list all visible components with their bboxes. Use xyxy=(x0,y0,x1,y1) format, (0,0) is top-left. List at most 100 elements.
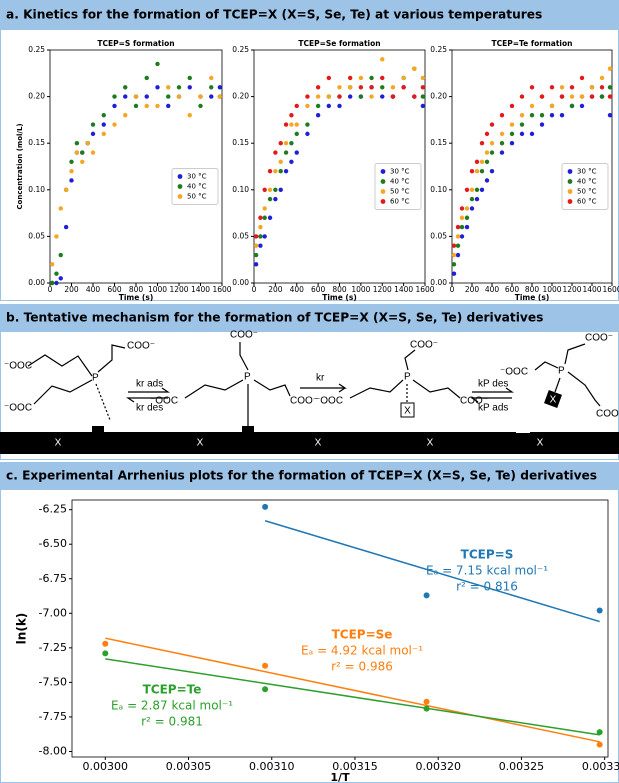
mechanism: X X X X X ⁻OOC COO⁻ ⁻OOC P COO⁻ ⁻OOC COO… xyxy=(0,330,619,454)
data-point xyxy=(596,741,603,748)
legend-label: 50 °C xyxy=(390,188,410,196)
data-point xyxy=(283,141,289,146)
x-tick-label: 0.00315 xyxy=(332,760,378,773)
data-point xyxy=(262,686,269,693)
data-point xyxy=(74,141,80,146)
y-tick-label: 0.15 xyxy=(430,138,447,147)
data-point xyxy=(420,94,426,99)
data-point xyxy=(262,503,269,510)
data-point xyxy=(326,94,332,99)
legend-box xyxy=(561,163,609,210)
bond xyxy=(349,379,404,399)
y-tick-label: 0.05 xyxy=(232,231,249,240)
legend-label: 30 °C xyxy=(187,173,207,181)
data-point xyxy=(484,159,490,165)
legend-marker xyxy=(567,169,573,174)
x-tick-label: 1600 xyxy=(602,285,619,294)
legend-box xyxy=(374,163,422,210)
x-tick-label: 400 xyxy=(485,285,500,294)
data-point xyxy=(69,178,74,183)
data-point xyxy=(258,234,263,239)
data-point xyxy=(401,75,406,81)
data-point xyxy=(358,85,364,90)
data-point xyxy=(123,94,128,99)
x-tick-label: 0.00325 xyxy=(499,760,545,773)
data-point xyxy=(390,94,396,99)
data-point xyxy=(198,94,203,99)
data-point xyxy=(380,94,385,99)
legend-box xyxy=(171,168,219,205)
data-point xyxy=(49,280,55,286)
bond xyxy=(239,342,249,371)
data-point xyxy=(451,243,457,248)
y-tick-label: 0.10 xyxy=(232,185,249,194)
data-point xyxy=(209,75,214,81)
x-tick-label: 1000 xyxy=(351,285,370,294)
data-point xyxy=(464,187,470,192)
chart-title: TCEP=S formation xyxy=(97,39,174,48)
y-tick-label: -8.00 xyxy=(39,744,67,757)
data-point xyxy=(187,75,192,81)
data-point xyxy=(549,85,555,90)
data-point xyxy=(589,94,595,99)
data-point xyxy=(423,705,430,712)
data-point xyxy=(305,94,310,99)
data-point xyxy=(144,94,149,99)
data-point xyxy=(69,168,74,174)
data-point xyxy=(133,94,139,99)
legend-label: 60 °C xyxy=(577,198,597,206)
data-point xyxy=(479,141,485,146)
data-point xyxy=(596,729,603,736)
x-tick-label: 1400 xyxy=(582,285,601,294)
data-point xyxy=(101,131,106,137)
legend-label: 50 °C xyxy=(577,188,597,196)
data-point xyxy=(337,94,342,99)
data-point xyxy=(479,159,485,165)
data-point xyxy=(278,168,283,174)
group-label: COO⁻ xyxy=(460,396,488,407)
x-tick-label: 600 xyxy=(107,285,122,294)
data-point xyxy=(569,103,575,109)
atom-label: X xyxy=(550,395,557,406)
data-point xyxy=(390,85,396,90)
group-label: ⁻OOC xyxy=(315,396,343,407)
data-point xyxy=(484,178,490,183)
data-point xyxy=(519,122,525,127)
data-point xyxy=(101,122,106,127)
annotation: r² = 0.981 xyxy=(141,715,203,729)
data-point xyxy=(337,103,342,109)
annotation: Eₐ = 4.92 kcal mol⁻¹ xyxy=(301,644,423,658)
data-point xyxy=(262,662,269,669)
data-point xyxy=(262,206,267,211)
data-point xyxy=(579,94,585,99)
x-tick-label: 0.00320 xyxy=(415,760,461,773)
data-point xyxy=(549,113,555,118)
data-point xyxy=(589,85,595,90)
data-point xyxy=(58,276,63,281)
data-point xyxy=(529,131,535,137)
data-point xyxy=(217,85,223,90)
data-point xyxy=(289,141,294,146)
data-point xyxy=(267,215,273,220)
data-point xyxy=(347,94,353,99)
x-tick-label: 1400 xyxy=(394,285,413,294)
data-point xyxy=(74,150,80,155)
y-axis-label: ln(k) xyxy=(15,613,29,645)
group-label: COO⁻ xyxy=(290,396,318,407)
data-point xyxy=(58,252,63,258)
data-point xyxy=(499,150,505,155)
data-point xyxy=(489,141,495,146)
x-tick-label: 0.00300 xyxy=(83,760,129,773)
y-tick-label: 0.10 xyxy=(28,185,45,194)
bond xyxy=(404,349,416,371)
data-point xyxy=(262,187,267,192)
chart-title: TCEP=Se formation xyxy=(298,39,380,48)
legend-marker xyxy=(177,194,183,199)
x-axis-label: Time (s) xyxy=(515,293,550,302)
data-point xyxy=(80,159,85,165)
data-point xyxy=(69,159,74,165)
data-point xyxy=(289,113,294,118)
data-point xyxy=(607,94,613,99)
data-point xyxy=(599,85,605,90)
